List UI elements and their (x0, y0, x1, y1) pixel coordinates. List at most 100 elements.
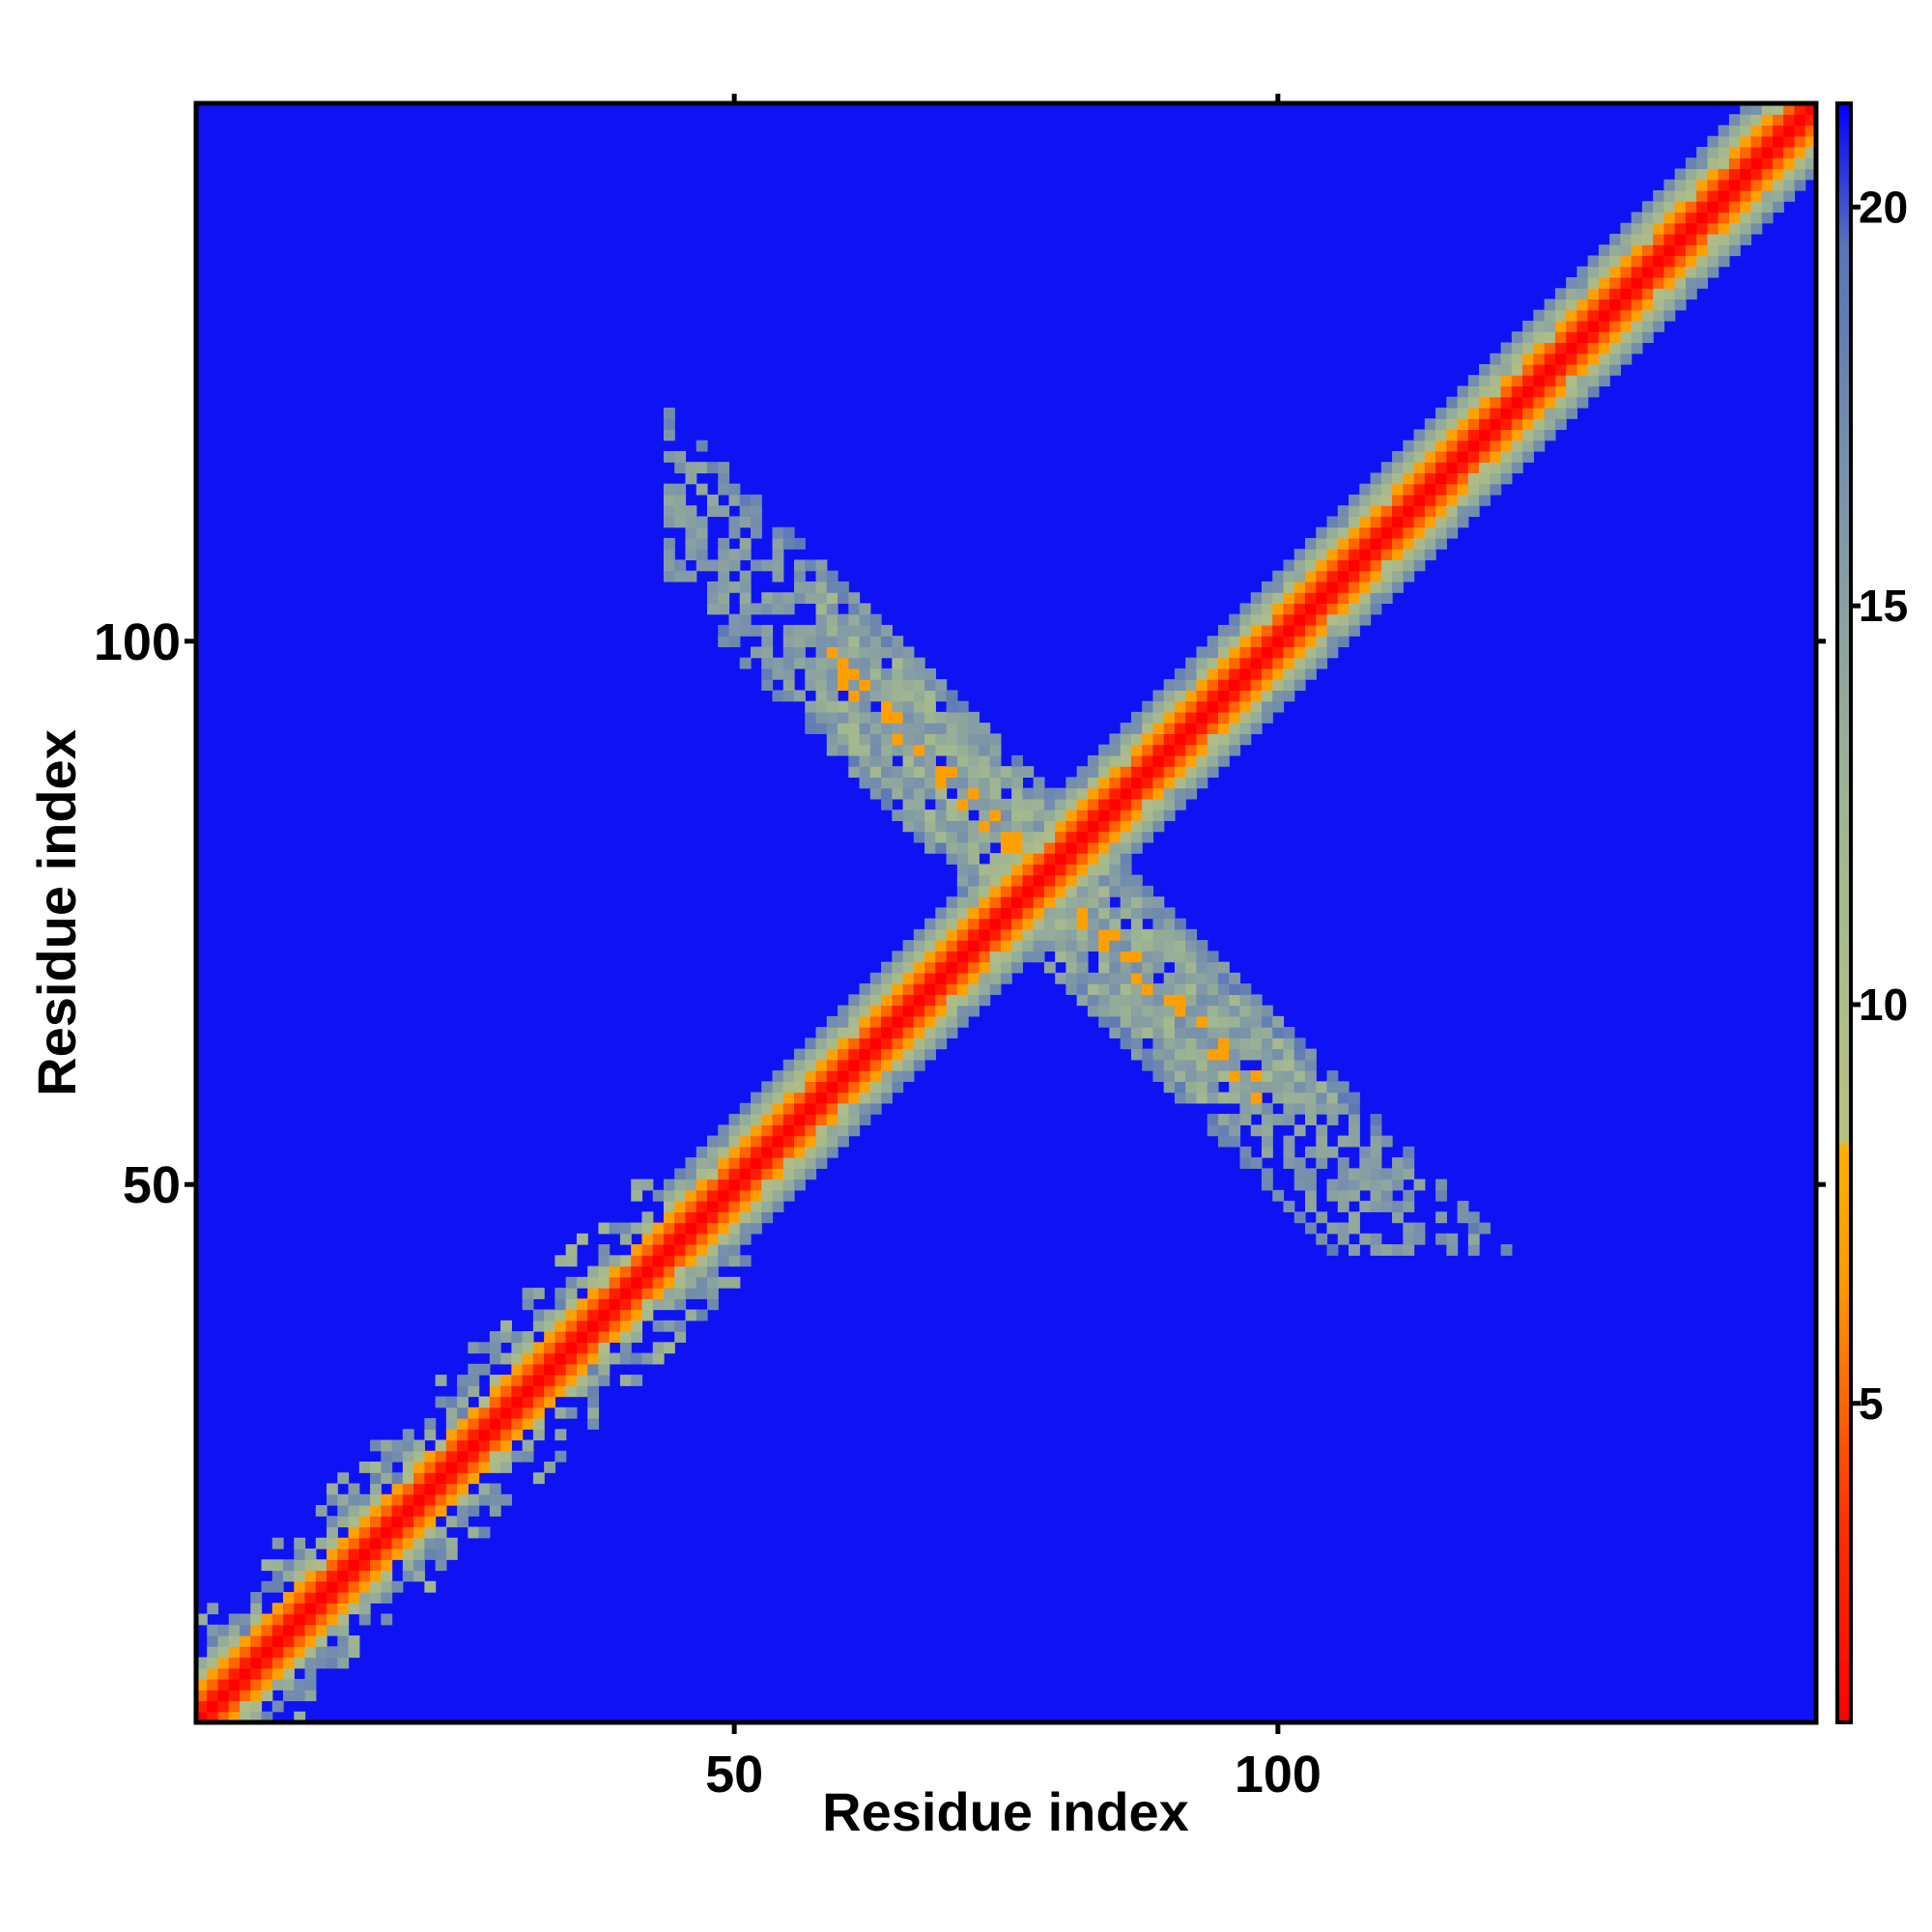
heatmap-cell (1653, 298, 1665, 311)
heatmap-cell (445, 1548, 458, 1560)
heatmap-cell (1598, 288, 1610, 300)
heatmap-cell (598, 1265, 611, 1278)
heatmap-cell (1098, 744, 1111, 756)
heatmap-cell (554, 1450, 567, 1463)
heatmap-cell (207, 1700, 219, 1713)
heatmap-cell (1043, 918, 1056, 930)
heatmap-cell (826, 657, 838, 669)
heatmap-cell (979, 766, 991, 778)
heatmap-cell (913, 1037, 925, 1050)
heatmap-cell (261, 1690, 273, 1702)
heatmap-cell (1022, 864, 1035, 876)
heatmap-cell (1479, 418, 1491, 431)
heatmap-cell (1326, 1092, 1339, 1104)
heatmap-cell (1794, 157, 1806, 170)
heatmap-cell (892, 994, 904, 1007)
heatmap-cell (554, 1342, 567, 1354)
heatmap-cell (892, 700, 904, 713)
heatmap-cell (1511, 375, 1523, 387)
heatmap-cell (283, 1690, 295, 1702)
heatmap-cell (315, 1613, 327, 1626)
heatmap-cell (1174, 1037, 1186, 1050)
heatmap-cell (489, 1375, 501, 1386)
heatmap-cell (445, 1418, 458, 1430)
heatmap-cell (892, 1081, 904, 1094)
heatmap-cell (1609, 244, 1622, 257)
heatmap-cell (1609, 353, 1622, 365)
heatmap-cell (1544, 342, 1556, 355)
heatmap-cell (1120, 896, 1132, 908)
heatmap-cell (859, 668, 871, 680)
heatmap-cell (1349, 1211, 1360, 1224)
heatmap-cell (892, 668, 904, 680)
heatmap-cell (1740, 179, 1752, 191)
heatmap-cell (1435, 472, 1447, 485)
heatmap-cell (1185, 1070, 1198, 1082)
heatmap-cell (457, 1493, 469, 1506)
heatmap-cell (391, 1493, 404, 1506)
heatmap-cell (1293, 668, 1306, 680)
heatmap-cell (924, 711, 936, 724)
heatmap-cell (815, 1081, 828, 1094)
heatmap-cell (1293, 549, 1306, 561)
heatmap-cell (979, 777, 991, 789)
heatmap-cell (1239, 1027, 1252, 1038)
heatmap-cell (196, 1613, 208, 1626)
heatmap-cell (946, 994, 958, 1007)
heatmap-cell (1239, 1114, 1252, 1125)
heatmap-cell (283, 1613, 295, 1626)
heatmap-cell (1696, 276, 1709, 289)
heatmap-cell (739, 1233, 752, 1245)
heatmap-cell (848, 668, 861, 680)
heatmap-cell (1130, 766, 1143, 778)
heatmap-cell (838, 1092, 849, 1104)
heatmap-cell (913, 928, 925, 941)
heatmap-cell (751, 646, 762, 659)
heatmap-cell (772, 1124, 784, 1137)
heatmap-cell (1185, 1037, 1198, 1050)
heatmap-cell (1490, 353, 1502, 365)
heatmap-cell (805, 1157, 817, 1169)
heatmap-cell (1196, 690, 1208, 702)
heatmap-cell (826, 723, 838, 734)
heatmap-cell (772, 537, 784, 550)
heatmap-cell (1272, 1189, 1285, 1202)
heatmap-cell (358, 1580, 371, 1593)
heatmap-cell (217, 1635, 230, 1647)
heatmap-cell (848, 1092, 861, 1104)
heatmap-cell (1163, 810, 1176, 821)
heatmap-cell (663, 1244, 675, 1256)
heatmap-cell (1185, 766, 1198, 778)
heatmap-cell (1685, 255, 1697, 268)
heatmap-cell (1130, 733, 1143, 746)
heatmap-cell (751, 1146, 762, 1158)
heatmap-cell (1728, 157, 1741, 170)
heatmap-cell (859, 1048, 871, 1061)
heatmap-cell (1413, 462, 1426, 474)
heatmap-cell (1000, 885, 1012, 897)
heatmap-cell (805, 1048, 817, 1061)
heatmap-cell (1229, 1005, 1241, 1017)
heatmap-cell (327, 1624, 338, 1636)
heatmap-cell (1522, 363, 1534, 376)
heatmap-cell (1130, 918, 1143, 930)
heatmap-cell (1022, 841, 1035, 854)
heatmap-cell (946, 744, 958, 756)
heatmap-cell (304, 1690, 317, 1702)
heatmap-cell (805, 723, 817, 734)
heatmap-cell (1250, 1092, 1263, 1104)
heatmap-cell (924, 918, 936, 930)
heatmap-cell (304, 1603, 317, 1615)
heatmap-cell (1674, 266, 1687, 278)
heatmap-cell (1239, 679, 1252, 692)
heatmap-cell (1011, 820, 1023, 833)
heatmap-cell (848, 679, 861, 692)
heatmap-cell (370, 1570, 382, 1582)
heatmap-cell (913, 668, 925, 680)
heatmap-cell (1511, 385, 1523, 398)
heatmap-cell (956, 733, 969, 746)
heatmap-cell (402, 1526, 414, 1539)
heatmap-cell (1087, 972, 1099, 984)
heatmap-cell (240, 1667, 251, 1680)
heatmap-cell (1609, 255, 1622, 268)
